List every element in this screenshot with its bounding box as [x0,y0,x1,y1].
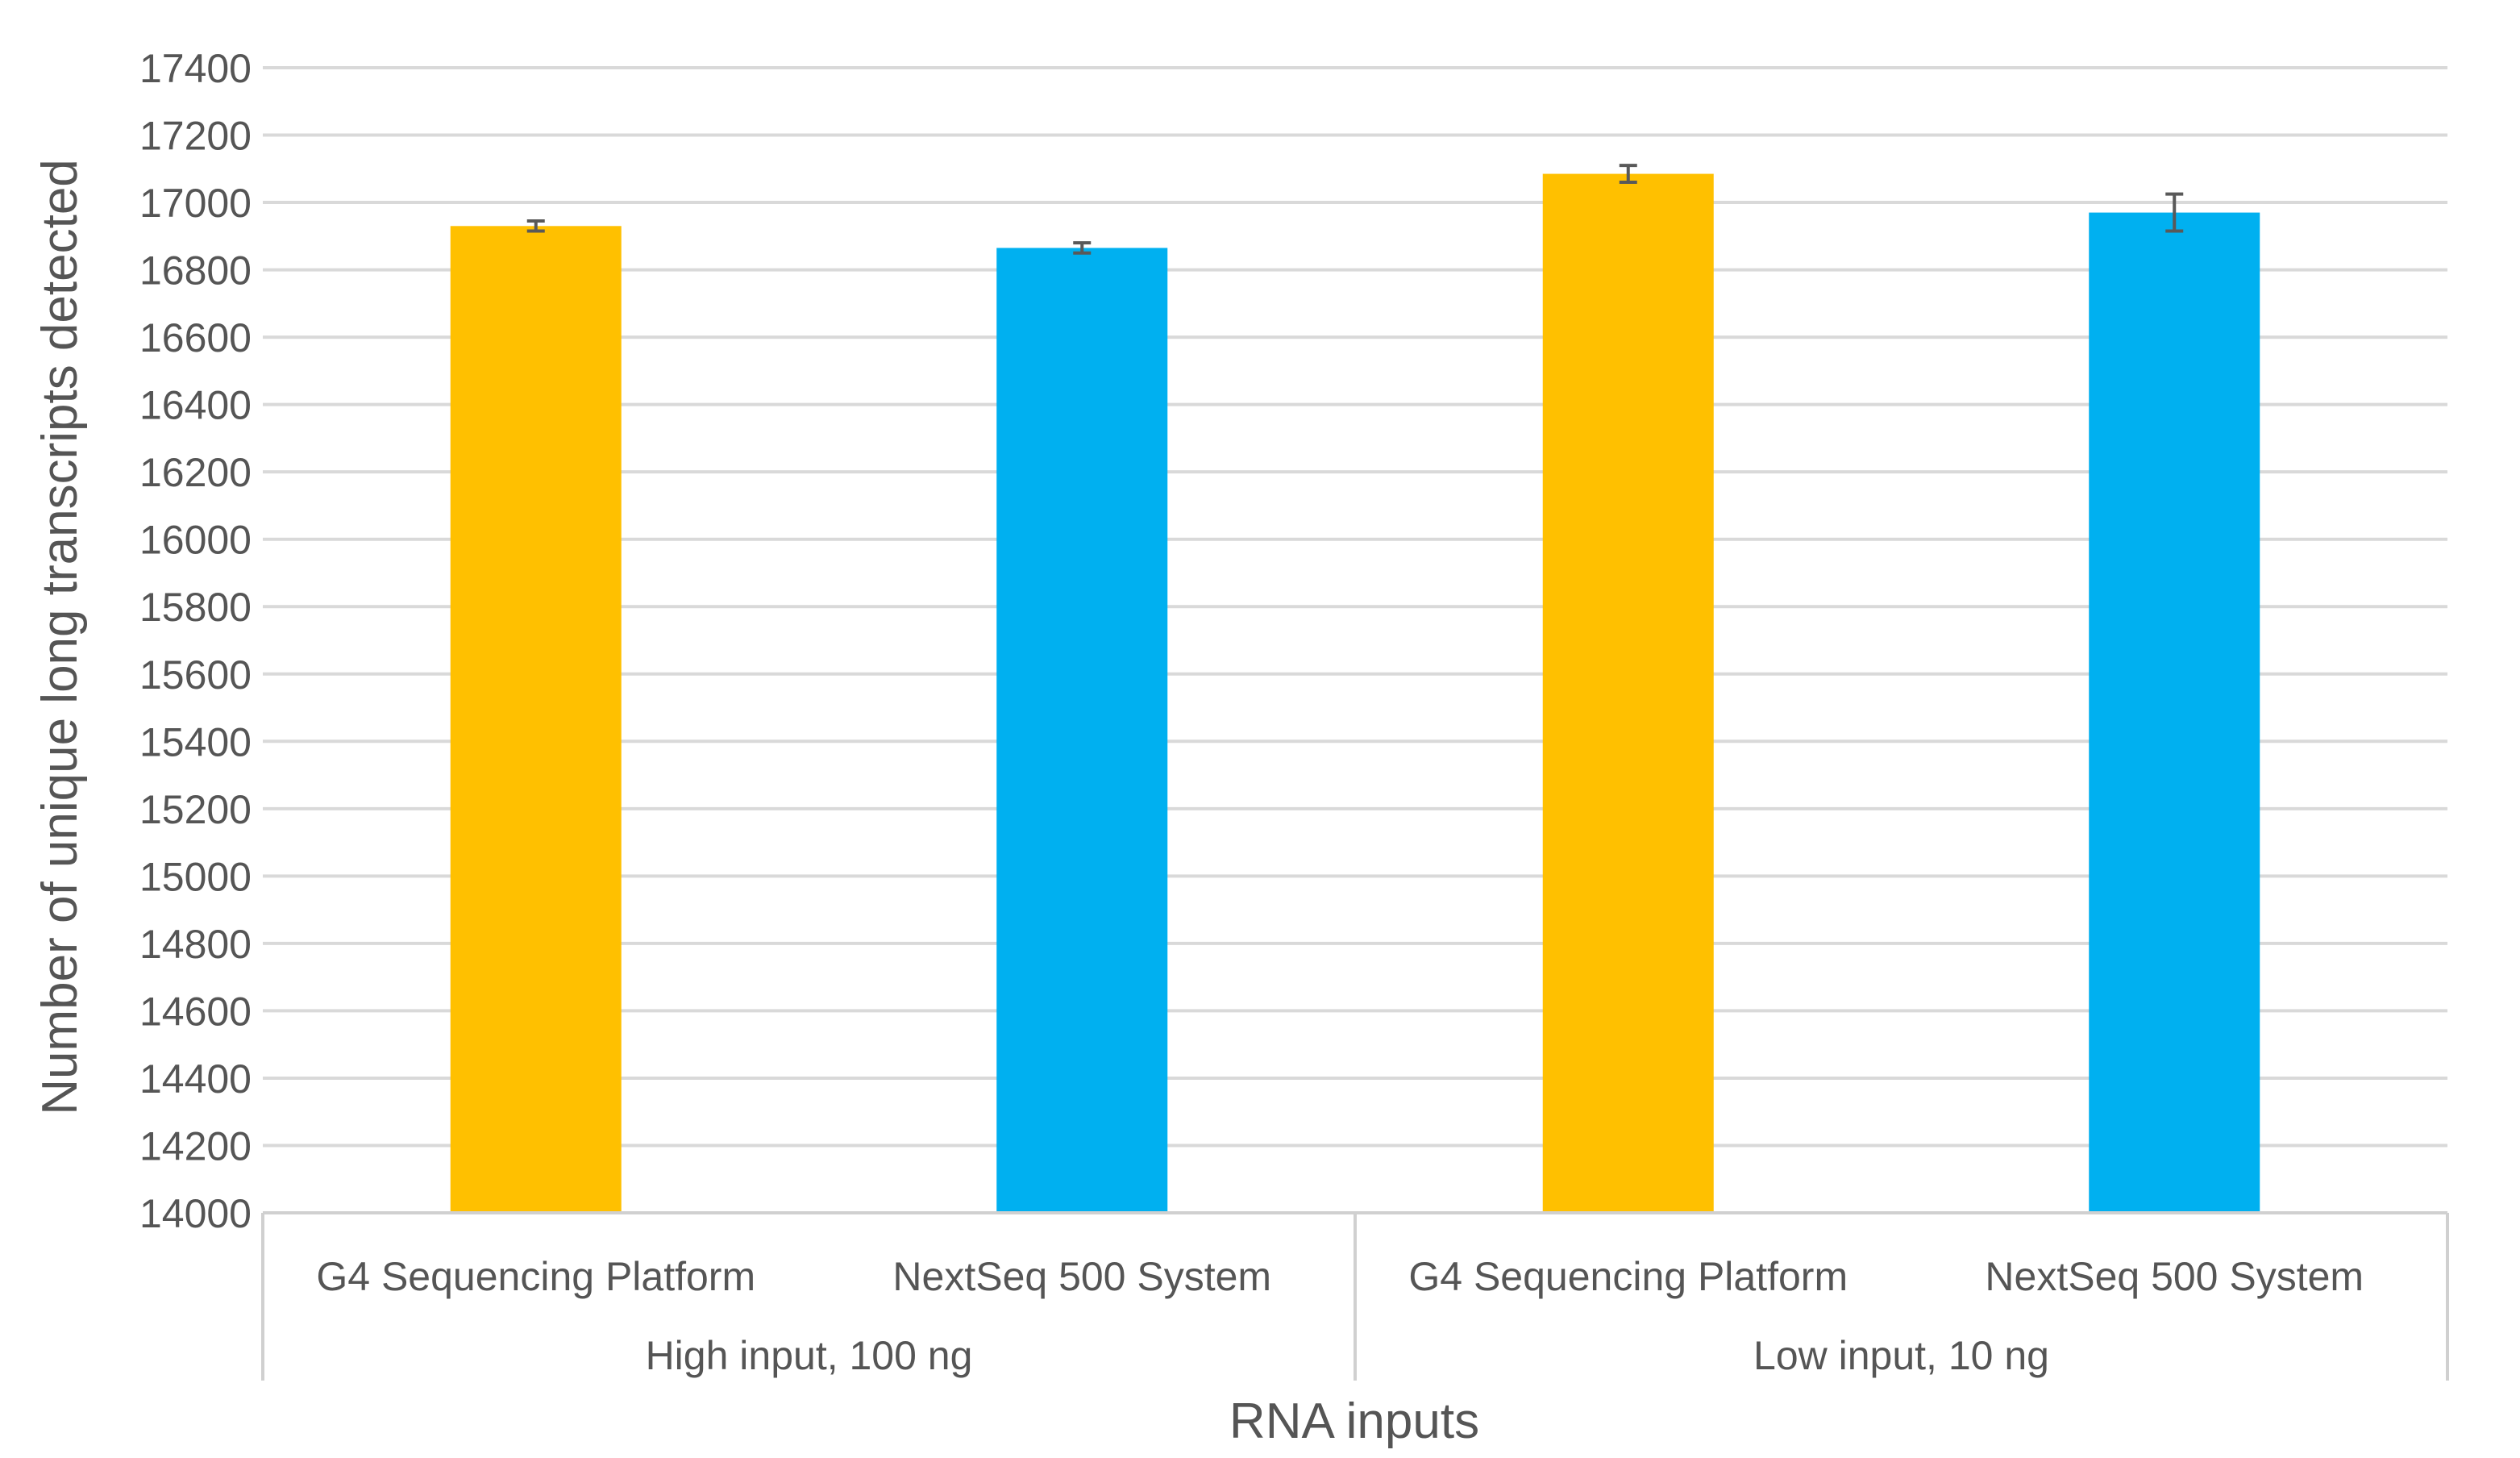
bars [450,173,2260,1213]
x-axis-title: RNA inputs [1229,1393,1479,1449]
bar [450,226,622,1213]
x-group-label: High input, 100 ng [646,1333,973,1378]
gridlines [263,66,2447,1214]
y-tick-label: 14200 [139,1123,252,1168]
error-bars [526,164,2184,255]
y-tick-label: 14800 [139,922,252,967]
y-tick-label: 14000 [139,1191,252,1236]
x-category-label: NextSeq 500 System [1985,1254,2364,1299]
y-tick-label: 16600 [139,315,252,360]
y-tick-label: 17400 [139,46,252,91]
x-category-labels: G4 Sequencing Platform NextSeq 500 System… [316,1254,2364,1378]
bar [996,248,1168,1213]
y-tick-label: 17000 [139,181,252,226]
x-group-label: Low input, 10 ng [1753,1333,2049,1378]
y-tick-label: 14600 [139,989,252,1034]
y-tick-label: 15800 [139,585,252,630]
y-tick-label: 16400 [139,383,252,428]
x-axis [261,1211,2449,1381]
y-tick-label: 14400 [139,1056,252,1102]
y-tick-labels: 14000 14200 14400 14600 14800 15000 15200 15400… [139,46,252,1236]
y-tick-label: 16000 [139,518,252,563]
x-category-label: G4 Sequencing Platform [1408,1254,1848,1299]
error-bar [2165,192,2184,233]
x-category-label: NextSeq 500 System [892,1254,1271,1299]
bar [2089,212,2260,1213]
y-tick-label: 15600 [139,652,252,698]
error-bar [1619,164,1637,184]
bar [1542,173,1714,1213]
y-tick-label: 15000 [139,854,252,899]
y-tick-label: 17200 [139,114,252,159]
y-tick-label: 16200 [139,450,252,495]
y-axis-title: Number of unique long transcripts detect… [32,159,88,1115]
x-category-label: G4 Sequencing Platform [316,1254,755,1299]
y-tick-label: 16800 [139,248,252,294]
y-tick-label: 15400 [139,719,252,764]
error-bar [1073,241,1092,255]
y-tick-label: 15200 [139,787,252,832]
error-bar [526,219,545,233]
